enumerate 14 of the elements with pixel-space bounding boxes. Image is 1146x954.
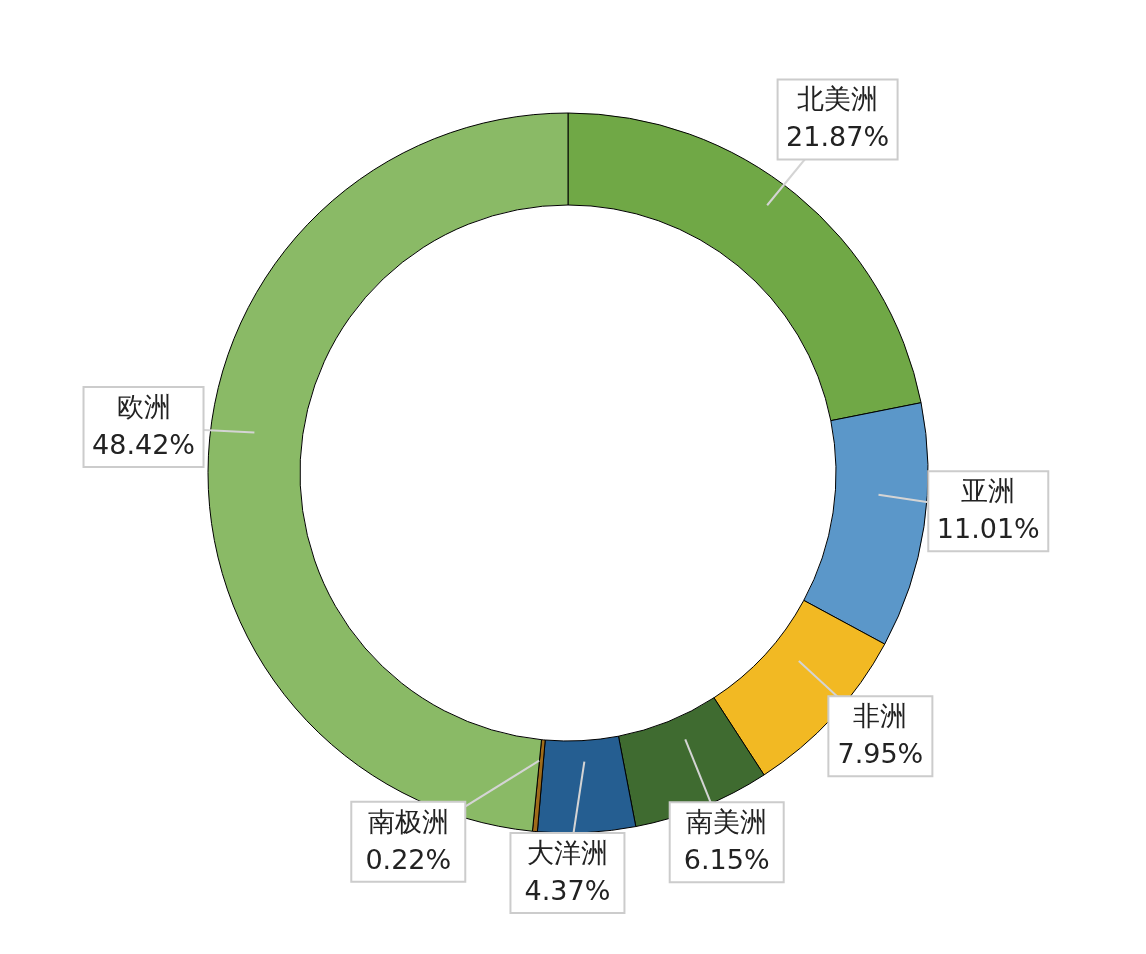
slice-label: 欧洲: [116, 390, 171, 422]
data-label: 4.37%: [524, 875, 611, 906]
data-label: 48.42%: [92, 428, 195, 460]
slice-label: 大洋洲: [526, 837, 608, 868]
data-label: 0.22%: [365, 843, 452, 875]
slice-label: 北美洲: [797, 83, 879, 115]
data-label: 7.95%: [837, 738, 924, 770]
data-label: 6.15%: [683, 844, 770, 876]
slice-label: 亚洲: [961, 475, 1016, 507]
slice-label: 非洲: [853, 700, 908, 732]
slice-label: 南极洲: [367, 805, 449, 837]
slice-label: 南美洲: [686, 806, 768, 838]
data-label: 11.01%: [936, 513, 1040, 545]
data-label: 21.87%: [786, 121, 890, 153]
